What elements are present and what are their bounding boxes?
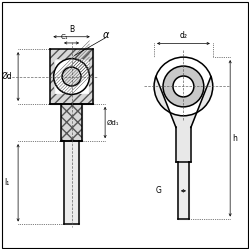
Circle shape (173, 76, 194, 97)
Polygon shape (90, 49, 93, 104)
Polygon shape (64, 141, 79, 224)
Text: Ød₁: Ød₁ (106, 120, 119, 126)
Circle shape (62, 67, 81, 86)
Polygon shape (50, 49, 54, 104)
Text: α: α (103, 30, 109, 40)
Polygon shape (61, 104, 82, 141)
Polygon shape (50, 49, 93, 104)
Polygon shape (54, 94, 90, 104)
Text: C₁: C₁ (60, 34, 68, 40)
Circle shape (163, 66, 204, 107)
Text: l₁: l₁ (4, 178, 10, 187)
Text: G: G (156, 186, 162, 196)
Text: Ød: Ød (2, 72, 12, 81)
Text: B: B (69, 24, 74, 34)
Text: d₂: d₂ (180, 31, 188, 40)
Polygon shape (54, 49, 90, 58)
Text: h: h (232, 134, 237, 143)
Polygon shape (178, 162, 189, 220)
Polygon shape (154, 76, 213, 220)
Circle shape (54, 58, 90, 94)
